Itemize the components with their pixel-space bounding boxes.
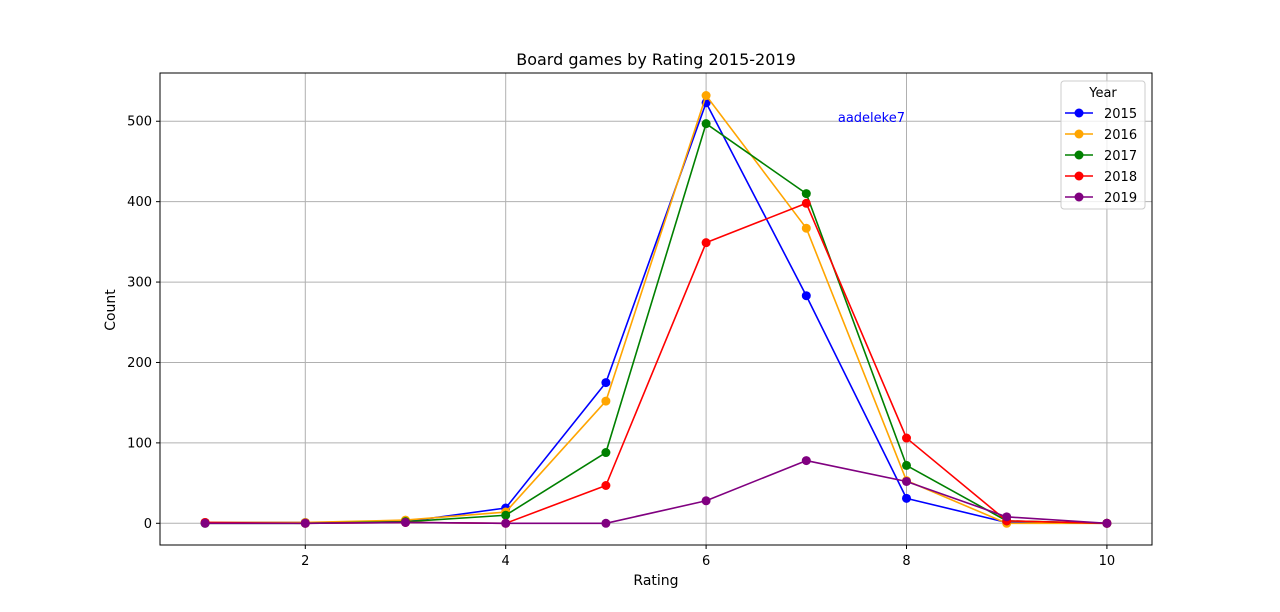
legend-label-2017: 2017 [1104, 149, 1137, 164]
series-layer [200, 91, 1112, 528]
data-point-2016 [601, 396, 611, 406]
y-tick-label: 0 [144, 517, 152, 532]
legend-marker-2017 [1074, 150, 1084, 160]
legend-item-2019: 2019 [1065, 191, 1137, 206]
x-axis-ticks: 2 4 6 8 10 [301, 545, 1115, 569]
data-point-2017 [801, 189, 811, 199]
x-axis-label: Rating [633, 573, 678, 589]
data-point-2017 [701, 119, 711, 129]
data-point-2018 [801, 198, 811, 208]
legend-item-2016: 2016 [1065, 128, 1137, 143]
y-tick-label: 500 [127, 115, 152, 130]
legend-label-2018: 2018 [1104, 170, 1137, 185]
plot-area-frame [159, 72, 1153, 546]
watermark-annotation: aadeleke7 [838, 111, 905, 126]
y-axis-label: Count [103, 289, 119, 331]
x-tick-label: 10 [1099, 554, 1116, 569]
y-tick-label: 200 [127, 356, 152, 371]
legend-marker-2016 [1074, 129, 1084, 139]
data-point-2018 [701, 238, 711, 248]
legend-item-2015: 2015 [1065, 107, 1137, 122]
data-point-2019 [501, 518, 511, 528]
legend-label-2015: 2015 [1104, 107, 1137, 122]
series-line-2019 [205, 459, 1107, 525]
legend-marker-2019 [1074, 192, 1084, 202]
series-line-2018 [205, 202, 1107, 525]
y-tick-label: 400 [127, 195, 152, 210]
grid-lines [160, 73, 1152, 545]
y-tick-label: 300 [127, 276, 152, 291]
x-tick-label: 2 [301, 554, 309, 569]
data-point-2019 [601, 518, 611, 528]
data-point-2015 [801, 291, 811, 301]
y-axis-ticks: 0 100 200 300 400 500 [127, 115, 160, 532]
x-tick-label: 4 [502, 554, 510, 569]
series-2016 [200, 91, 1112, 528]
data-point-2019 [1002, 512, 1012, 522]
data-point-2019 [902, 476, 912, 486]
legend-marker-2018 [1074, 171, 1084, 181]
data-point-2019 [701, 496, 711, 506]
data-point-2019 [200, 518, 210, 528]
chart-title: Board games by Rating 2015-2019 [516, 50, 796, 69]
series-2017 [200, 119, 1112, 528]
data-point-2019 [300, 518, 310, 528]
data-point-2019 [801, 456, 811, 466]
data-point-2015 [601, 378, 611, 388]
data-point-2018 [601, 480, 611, 490]
x-tick-label: 6 [702, 554, 710, 569]
legend-item-2017: 2017 [1065, 149, 1137, 164]
x-tick-label: 8 [902, 554, 910, 569]
data-point-2018 [902, 433, 912, 443]
data-point-2015 [902, 493, 912, 503]
legend-items: 2015 2016 2017 2018 2019 [1065, 107, 1137, 206]
y-tick-label: 100 [127, 436, 152, 451]
legend-label-2016: 2016 [1104, 128, 1137, 143]
data-point-2017 [501, 510, 511, 520]
series-2019 [200, 456, 1112, 528]
series-line-2016 [205, 94, 1107, 525]
legend-item-2018: 2018 [1065, 170, 1137, 185]
legend-label-2019: 2019 [1104, 191, 1137, 206]
legend-marker-2015 [1074, 108, 1084, 118]
data-point-2017 [601, 448, 611, 458]
series-line-2017 [205, 122, 1107, 525]
data-point-2019 [400, 517, 410, 527]
data-point-2017 [902, 460, 912, 470]
series-2015 [200, 98, 1112, 528]
data-point-2016 [701, 91, 711, 101]
series-line-2015 [205, 101, 1107, 525]
data-point-2016 [801, 223, 811, 233]
legend-title: Year [1088, 86, 1117, 101]
legend: Year 2015 2016 2017 2018 2019 [1060, 80, 1146, 210]
data-point-2019 [1102, 518, 1112, 528]
